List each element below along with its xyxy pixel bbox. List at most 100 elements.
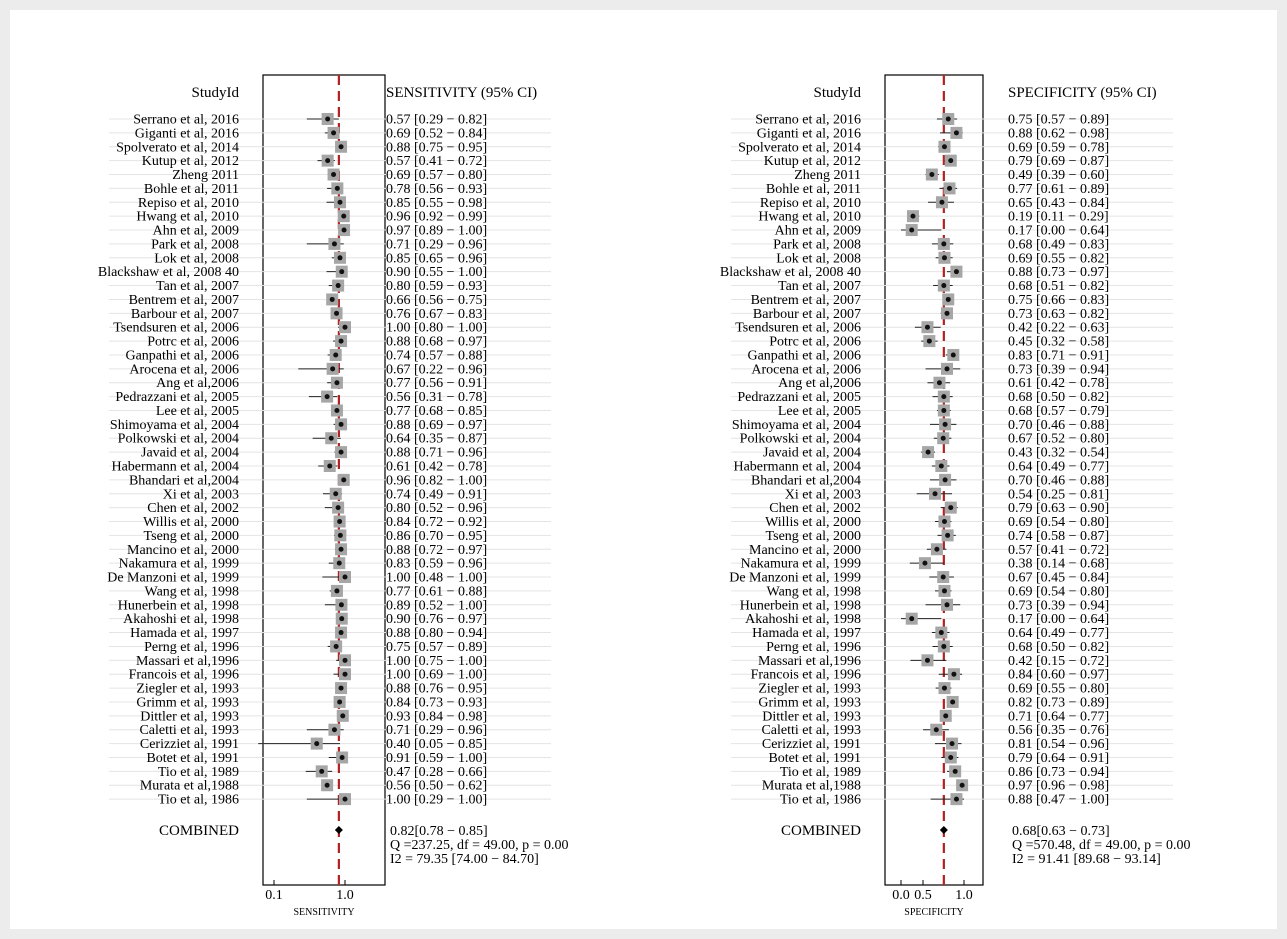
- point-estimate: [334, 310, 340, 316]
- point-estimate: [939, 199, 945, 205]
- study-label: Arocena et al, 2006: [129, 362, 239, 377]
- study-label: Giganti et al, 2016: [135, 126, 239, 141]
- point-estimate: [342, 657, 348, 663]
- point-estimate: [922, 560, 928, 566]
- study-label: Dittler et al, 1993: [140, 709, 239, 724]
- point-estimate: [324, 782, 330, 788]
- point-estimate: [948, 158, 954, 164]
- ci-label: 0.76 [0.67 − 0.83]: [386, 307, 487, 322]
- ci-label: 0.90 [0.76 − 0.97]: [386, 612, 487, 627]
- ci-column-header: SPECIFICITY (95% CI): [1008, 85, 1157, 101]
- ci-label: 0.88 [0.76 − 0.95]: [386, 682, 487, 697]
- ci-label: 0.81 [0.54 − 0.96]: [1008, 737, 1109, 752]
- study-label: Polkowski et al, 2004: [118, 432, 239, 447]
- point-estimate: [953, 269, 959, 275]
- ci-label: 0.88 [0.71 − 0.96]: [386, 446, 487, 461]
- point-estimate: [325, 116, 331, 122]
- combined-label: COMBINED: [781, 823, 861, 839]
- ci-label: 0.65 [0.43 − 0.84]: [1008, 196, 1109, 211]
- point-estimate: [936, 380, 942, 386]
- ci-label: 0.70 [0.46 − 0.88]: [1008, 418, 1109, 433]
- point-estimate: [341, 477, 347, 483]
- study-label: Pedrazzani et al, 2005: [115, 390, 239, 405]
- ci-label: 0.71 [0.64 − 0.77]: [1008, 709, 1109, 724]
- study-label: Ahn et al, 2009: [153, 224, 239, 239]
- point-estimate: [941, 394, 947, 400]
- ci-label: 1.00 [0.48 − 1.00]: [386, 571, 487, 586]
- point-estimate: [338, 144, 344, 150]
- point-estimate: [938, 630, 944, 636]
- ci-label: 0.73 [0.63 − 0.82]: [1008, 307, 1109, 322]
- ci-label: 0.69 [0.59 − 0.78]: [1008, 140, 1109, 155]
- forest-panel-sens: StudyId SENSITIVITY (95% CI) Serrano et al…: [98, 74, 568, 918]
- study-label: Chen et al, 2002: [769, 501, 861, 516]
- ci-label: 0.88 [0.80 − 0.94]: [386, 626, 487, 641]
- study-label: Tsendsuren et al, 2006: [113, 321, 239, 336]
- point-estimate: [339, 754, 345, 760]
- ci-label: 0.69 [0.57 − 0.80]: [386, 168, 487, 183]
- ci-label: 0.97 [0.89 − 1.00]: [386, 224, 487, 239]
- ci-label: 0.84 [0.73 − 0.93]: [386, 695, 487, 710]
- study-label: Bentrem et al, 2007: [751, 293, 861, 308]
- point-estimate: [338, 630, 344, 636]
- ci-label: 0.88 [0.68 − 0.97]: [386, 335, 487, 350]
- point-estimate: [331, 241, 337, 247]
- ci-label: 0.69 [0.55 − 0.82]: [1008, 251, 1109, 266]
- study-label: Perng et al, 1996: [144, 640, 239, 655]
- point-estimate: [333, 643, 339, 649]
- study-label: Botet et al, 1991: [146, 751, 239, 766]
- ci-label: 0.83 [0.71 − 0.91]: [1008, 348, 1109, 363]
- x-tick-label: 0.5: [914, 888, 932, 903]
- ci-label: 0.93 [0.84 − 0.98]: [386, 709, 487, 724]
- ci-label: 0.68 [0.51 − 0.82]: [1008, 279, 1109, 294]
- combined-diamond: [334, 826, 343, 834]
- study-label: Giganti et al, 2016: [757, 126, 861, 141]
- heterogeneity-i2-stat: I2 = 79.35 [74.00 − 84.70]: [390, 852, 539, 867]
- study-label: Zheng 2011: [794, 168, 861, 183]
- ci-label: 0.91 [0.59 − 1.00]: [386, 751, 487, 766]
- x-tick-label: 1.0: [336, 888, 354, 903]
- ci-label: 0.78 [0.56 − 0.93]: [386, 182, 487, 197]
- point-estimate: [941, 588, 947, 594]
- study-label: Mancino et al, 2000: [127, 543, 239, 558]
- study-label: Murata et al,1988: [762, 779, 861, 794]
- study-label: Bentrem et al, 2007: [129, 293, 239, 308]
- study-label: Hunerbein et al, 1998: [740, 598, 861, 613]
- point-estimate: [329, 296, 335, 302]
- study-label: Zheng 2011: [172, 168, 239, 183]
- heterogeneity-q-stat: Q =237.25, df = 49.00, p = 0.00: [390, 838, 568, 853]
- study-label: Bhandari et al,2004: [129, 473, 239, 488]
- heterogeneity-i2-stat: I2 = 91.41 [89.68 − 93.14]: [1012, 852, 1161, 867]
- study-label: Bohle et al, 2011: [144, 182, 239, 197]
- point-estimate: [948, 505, 954, 511]
- ci-label: 0.74 [0.58 − 0.87]: [1008, 529, 1109, 544]
- ci-label: 1.00 [0.75 − 1.00]: [386, 654, 487, 669]
- ci-label: 0.75 [0.57 − 0.89]: [1008, 113, 1109, 128]
- study-label: Massari et al,1996: [136, 654, 239, 669]
- point-estimate: [950, 352, 956, 358]
- ci-label: 0.68 [0.50 − 0.82]: [1008, 390, 1109, 405]
- x-axis-title: SENSITIVITY: [293, 907, 354, 918]
- ci-label: 0.83 [0.59 − 0.96]: [386, 557, 487, 572]
- ci-label: 0.69 [0.54 − 0.80]: [1008, 584, 1109, 599]
- ci-label: 1.00 [0.69 − 1.00]: [386, 668, 487, 683]
- point-estimate: [959, 782, 965, 788]
- ci-label: 0.70 [0.46 − 0.88]: [1008, 473, 1109, 488]
- point-estimate: [924, 324, 930, 330]
- study-label: Shimoyama et al, 2004: [110, 418, 239, 433]
- study-label: Ziegler et al, 1993: [136, 682, 239, 697]
- study-label: Spolverato et al, 2014: [116, 140, 239, 155]
- study-label: Tan et al, 2007: [778, 279, 861, 294]
- point-estimate: [909, 616, 915, 622]
- ci-label: 0.86 [0.70 − 0.95]: [386, 529, 487, 544]
- ci-label: 0.73 [0.39 − 0.94]: [1008, 362, 1109, 377]
- study-label: Tio et al, 1986: [158, 793, 239, 808]
- ci-label: 0.71 [0.29 − 0.96]: [386, 237, 487, 252]
- study-label: Mancino et al, 2000: [749, 543, 861, 558]
- ci-label: 0.88 [0.72 − 0.97]: [386, 543, 487, 558]
- ci-label: 0.84 [0.60 − 0.97]: [1008, 668, 1109, 683]
- study-label: Ahn et al, 2009: [775, 224, 861, 239]
- ci-label: 0.80 [0.59 − 0.93]: [386, 279, 487, 294]
- ci-label: 0.85 [0.65 − 0.96]: [386, 251, 487, 266]
- point-estimate: [941, 241, 947, 247]
